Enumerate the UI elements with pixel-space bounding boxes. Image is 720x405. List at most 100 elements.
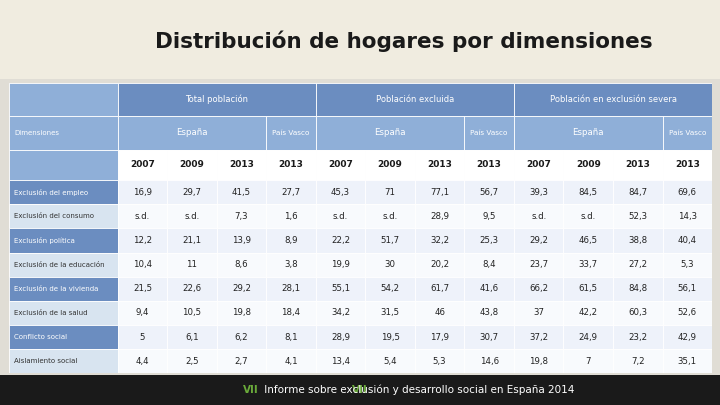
Bar bbox=[415, 301, 464, 325]
Text: 38,8: 38,8 bbox=[629, 236, 647, 245]
Text: Población en exclusión severa: Población en exclusión severa bbox=[549, 95, 677, 104]
Text: 69,6: 69,6 bbox=[678, 188, 697, 196]
Text: 51,7: 51,7 bbox=[381, 236, 400, 245]
Bar bbox=[662, 301, 712, 325]
Bar bbox=[167, 277, 217, 301]
Text: 8,4: 8,4 bbox=[482, 260, 496, 269]
Text: 29,2: 29,2 bbox=[232, 284, 251, 293]
Bar bbox=[266, 149, 316, 180]
Text: 2013: 2013 bbox=[626, 160, 650, 169]
Text: 2013: 2013 bbox=[427, 160, 452, 169]
Text: 19,8: 19,8 bbox=[529, 357, 548, 366]
Text: 2009: 2009 bbox=[576, 160, 600, 169]
Bar bbox=[9, 277, 117, 301]
Text: 42,9: 42,9 bbox=[678, 333, 697, 342]
Bar bbox=[365, 325, 415, 349]
Text: 29,2: 29,2 bbox=[529, 236, 548, 245]
Text: 8,6: 8,6 bbox=[235, 260, 248, 269]
Text: Informe sobre exclusión y desarrollo social en España 2014: Informe sobre exclusión y desarrollo soc… bbox=[261, 385, 574, 395]
Text: Población excluida: Población excluida bbox=[376, 95, 454, 104]
Bar bbox=[613, 253, 662, 277]
Text: 2,7: 2,7 bbox=[235, 357, 248, 366]
Bar bbox=[514, 301, 564, 325]
Bar bbox=[266, 349, 316, 373]
Bar bbox=[316, 149, 365, 180]
Text: 6,2: 6,2 bbox=[235, 333, 248, 342]
Bar bbox=[117, 149, 167, 180]
Text: 2013: 2013 bbox=[279, 160, 304, 169]
Text: 71: 71 bbox=[384, 188, 395, 196]
Bar bbox=[316, 83, 514, 116]
Bar bbox=[415, 180, 464, 204]
Bar bbox=[365, 204, 415, 228]
Bar bbox=[167, 349, 217, 373]
Text: 45,3: 45,3 bbox=[331, 188, 350, 196]
Text: Exclusión del empleo: Exclusión del empleo bbox=[14, 189, 88, 196]
Text: 21,5: 21,5 bbox=[133, 284, 152, 293]
Text: 27,7: 27,7 bbox=[282, 188, 301, 196]
Text: Dimensiones: Dimensiones bbox=[14, 130, 59, 136]
Bar bbox=[464, 116, 514, 149]
Bar bbox=[117, 116, 266, 149]
Text: Exclusión política: Exclusión política bbox=[14, 237, 74, 244]
Bar bbox=[9, 325, 117, 349]
Bar bbox=[117, 277, 167, 301]
Text: 66,2: 66,2 bbox=[529, 284, 549, 293]
Bar bbox=[415, 204, 464, 228]
Text: 19,8: 19,8 bbox=[232, 309, 251, 318]
Bar bbox=[117, 253, 167, 277]
Bar bbox=[613, 180, 662, 204]
Text: 19,5: 19,5 bbox=[381, 333, 400, 342]
Bar bbox=[9, 301, 117, 325]
Bar bbox=[464, 325, 514, 349]
Text: 40,4: 40,4 bbox=[678, 236, 697, 245]
Text: s.d.: s.d. bbox=[333, 212, 348, 221]
Text: 46,5: 46,5 bbox=[579, 236, 598, 245]
Bar bbox=[662, 253, 712, 277]
Text: 10,5: 10,5 bbox=[182, 309, 202, 318]
Bar bbox=[266, 204, 316, 228]
Text: 10,4: 10,4 bbox=[133, 260, 152, 269]
Bar bbox=[117, 228, 167, 253]
Bar bbox=[464, 349, 514, 373]
Bar bbox=[464, 204, 514, 228]
Text: España: España bbox=[374, 128, 406, 137]
Text: 77,1: 77,1 bbox=[430, 188, 449, 196]
Bar bbox=[167, 228, 217, 253]
Bar bbox=[613, 149, 662, 180]
Text: 3,8: 3,8 bbox=[284, 260, 298, 269]
Text: 84,8: 84,8 bbox=[629, 284, 647, 293]
Bar bbox=[316, 349, 365, 373]
Text: 41,5: 41,5 bbox=[232, 188, 251, 196]
Text: 2,5: 2,5 bbox=[185, 357, 199, 366]
Bar bbox=[316, 228, 365, 253]
Text: 24,9: 24,9 bbox=[579, 333, 598, 342]
Text: País Vasco: País Vasco bbox=[470, 130, 508, 136]
Bar bbox=[514, 228, 564, 253]
Bar bbox=[365, 349, 415, 373]
Text: 56,1: 56,1 bbox=[678, 284, 697, 293]
Bar bbox=[662, 149, 712, 180]
Text: 32,2: 32,2 bbox=[430, 236, 449, 245]
Bar bbox=[117, 204, 167, 228]
Text: 4,4: 4,4 bbox=[135, 357, 149, 366]
Text: 23,7: 23,7 bbox=[529, 260, 549, 269]
Text: 27,2: 27,2 bbox=[629, 260, 647, 269]
Bar bbox=[167, 253, 217, 277]
Bar bbox=[266, 180, 316, 204]
Bar bbox=[564, 204, 613, 228]
Text: 13,4: 13,4 bbox=[331, 357, 350, 366]
Text: 14,3: 14,3 bbox=[678, 212, 697, 221]
Bar bbox=[217, 228, 266, 253]
Text: 9,4: 9,4 bbox=[135, 309, 149, 318]
Text: 34,2: 34,2 bbox=[331, 309, 350, 318]
Bar bbox=[415, 349, 464, 373]
Bar bbox=[217, 301, 266, 325]
Text: 5,4: 5,4 bbox=[383, 357, 397, 366]
Bar bbox=[464, 149, 514, 180]
Text: 14,6: 14,6 bbox=[480, 357, 499, 366]
Bar bbox=[365, 149, 415, 180]
Bar bbox=[266, 228, 316, 253]
Bar bbox=[365, 228, 415, 253]
Text: Total población: Total población bbox=[185, 95, 248, 104]
